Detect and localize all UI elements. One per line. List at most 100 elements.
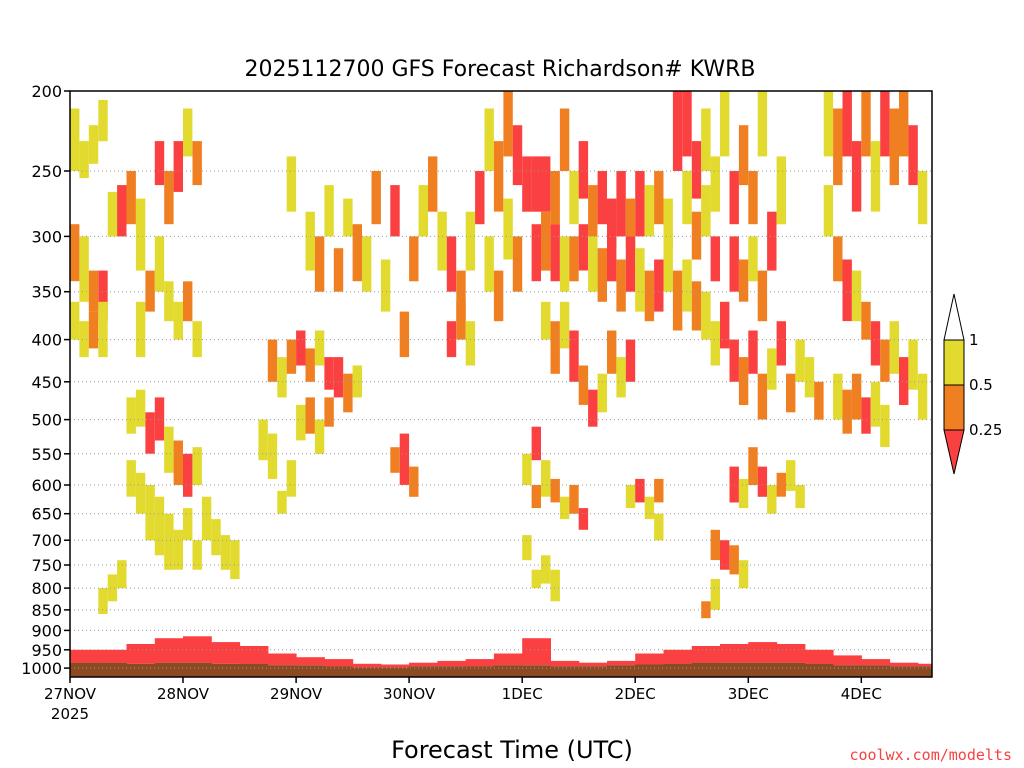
heatmap-cell: [192, 321, 202, 358]
legend-swatch-yellow: [943, 339, 965, 386]
heatmap-cell: [578, 141, 589, 199]
heatmap-cell: [710, 529, 720, 561]
heatmap-cell: [531, 426, 541, 461]
heatmap-cell: [484, 236, 494, 292]
x-tick-label: 29NOV: [270, 685, 323, 703]
y-tick-label: 700: [31, 531, 62, 550]
surface-unstable-layer: [409, 662, 438, 667]
heatmap-cell: [550, 171, 560, 225]
heatmap-cell: [267, 339, 278, 382]
plot-frame: [69, 90, 933, 678]
heatmap-cell: [154, 236, 165, 292]
heatmap-cell: [343, 373, 353, 413]
surface-unstable-layer: [493, 653, 523, 666]
heatmap-cell: [465, 211, 476, 271]
heatmap-cell: [861, 91, 871, 157]
heatmap-cell: [286, 156, 297, 212]
heatmap-cell: [710, 156, 720, 212]
heatmap-cell: [475, 171, 485, 225]
heatmap-cell: [776, 472, 786, 497]
heatmap-cell: [588, 185, 598, 237]
heatmap-cell: [192, 141, 202, 186]
heatmap-cell: [833, 108, 843, 186]
ground-fill: [861, 665, 891, 677]
surface-unstable-layer: [776, 644, 806, 663]
heatmap-cell: [296, 404, 306, 441]
heatmap-cell: [183, 453, 193, 497]
heatmap-cell: [729, 545, 739, 575]
ground-fill: [183, 662, 212, 677]
heatmap-cell: [880, 404, 890, 448]
y-tick-label: 900: [31, 621, 62, 640]
heatmap-cell: [531, 485, 541, 509]
heatmap-cell: [701, 291, 711, 340]
heatmap-cell: [98, 270, 108, 322]
heatmap-cell: [644, 496, 655, 520]
x-axis-label: Forecast Time (UTC): [391, 736, 633, 764]
ground-fill: [804, 663, 834, 677]
ground-fill: [663, 663, 693, 677]
heatmap-cell: [324, 397, 334, 427]
ground-fill: [70, 662, 99, 677]
heatmap-cell: [786, 460, 796, 491]
heatmap-cell: [192, 540, 202, 570]
x-tick-label: 27NOV: [44, 685, 97, 703]
heatmap-cell: [154, 141, 165, 186]
heatmap-cell: [748, 447, 758, 485]
heatmap-cell: [465, 321, 476, 366]
heatmap-cell: [362, 236, 372, 292]
heatmap-cell: [654, 513, 664, 541]
surface-unstable-layer: [833, 655, 862, 666]
heatmap-cell: [767, 485, 777, 514]
heatmap-cell: [541, 460, 551, 497]
heatmap-cell: [635, 171, 645, 237]
heatmap-cell: [117, 560, 127, 589]
surface-unstable-layer: [861, 659, 891, 666]
surface-unstable-layer: [211, 642, 241, 664]
heatmap-cell: [145, 412, 155, 454]
ground-fill: [493, 665, 523, 677]
heatmap-cell: [135, 301, 146, 358]
heatmap-cell: [672, 91, 683, 171]
surface-unstable-layer: [126, 644, 156, 664]
y-tick-label: 650: [31, 505, 62, 524]
surface-unstable-layer: [691, 646, 721, 663]
heatmap-cell: [701, 185, 711, 237]
surface-unstable-layer: [465, 659, 495, 667]
ground-fill: [267, 665, 297, 677]
heatmap-cell: [833, 236, 843, 282]
heatmap-cell: [135, 472, 146, 514]
x-tick-label: 28NOV: [157, 685, 210, 703]
heatmap-cell: [767, 348, 777, 390]
y-tick-label: 250: [31, 162, 62, 181]
heatmap-cell: [305, 397, 315, 434]
surface-unstable-layer: [437, 660, 467, 667]
heatmap-cell: [748, 236, 758, 282]
heatmap-cell: [493, 141, 504, 212]
heatmap-cell: [729, 339, 739, 382]
ground-fill: [98, 662, 128, 677]
ground-fill: [380, 667, 410, 677]
heatmap-cell: [126, 171, 136, 225]
heatmap-cell: [324, 185, 334, 237]
heatmap-cell: [917, 171, 928, 225]
ground-fill: [296, 665, 325, 677]
heatmap-cell: [98, 301, 108, 358]
heatmap-cell: [277, 357, 287, 398]
ground-fill: [917, 666, 933, 677]
heatmap-cell: [710, 236, 720, 282]
heatmap-cell: [380, 259, 391, 312]
legend-label-0.5: 0.5: [969, 376, 993, 394]
heatmap-cell: [776, 156, 786, 225]
heatmap-cell: [512, 236, 523, 292]
ground-fill: [324, 666, 354, 677]
heatmap-cell: [333, 357, 344, 398]
ground-fill: [409, 666, 438, 677]
surface-unstable-layer: [296, 657, 325, 666]
heatmap-cell: [456, 301, 466, 340]
heatmap-cell: [550, 321, 560, 374]
x-tick-label: 1DEC: [502, 685, 543, 703]
heatmap-cell: [738, 357, 749, 405]
heatmap-cell: [173, 301, 183, 340]
